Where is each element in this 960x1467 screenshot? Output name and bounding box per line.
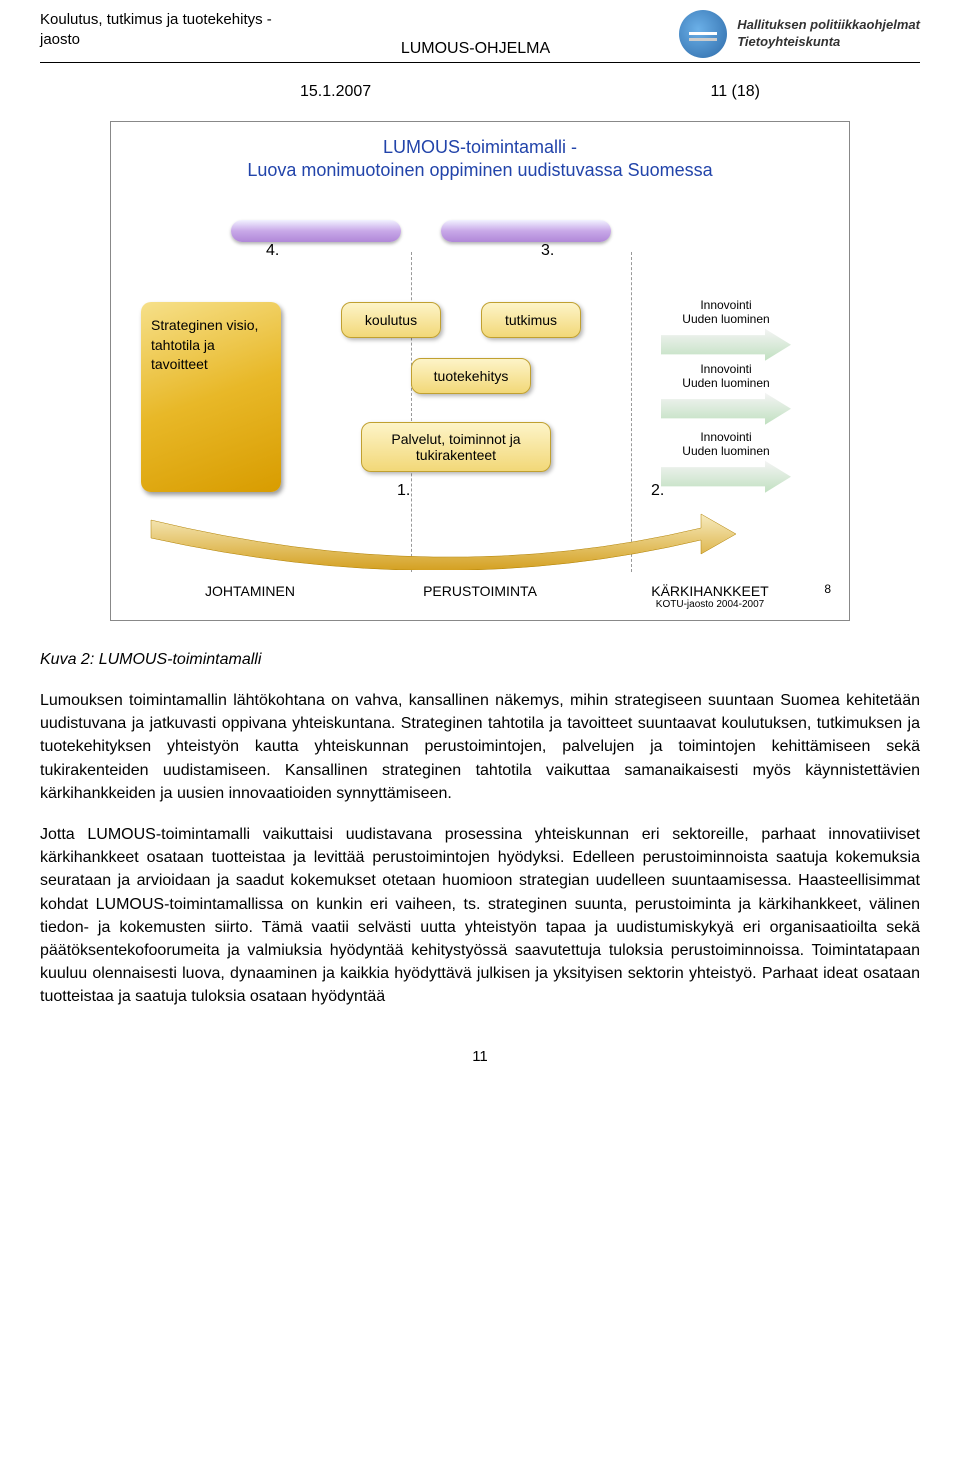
footer-karki-label: KÄRKIHANKKEET (651, 583, 768, 599)
box-tuotekehitys: tuotekehitys (411, 358, 531, 394)
logo-icon (679, 10, 727, 58)
page-footer-number: 11 (40, 1048, 920, 1065)
arrow-1-caption: Innovointi Uuden luominen (682, 298, 769, 327)
date-page-row: 15.1.2007 11 (18) (300, 83, 760, 101)
header-right: Hallituksen politiikkaohjelmat Tietoyhte… (679, 10, 920, 58)
arrow-1: Innovointi Uuden luominen (661, 298, 791, 361)
page-indicator: 11 (18) (710, 83, 760, 101)
paragraph-1: Lumouksen toimintamallin lähtökohtana on… (40, 689, 920, 805)
document-date: 15.1.2007 (300, 83, 371, 101)
footer-johtaminen: JOHTAMINEN (135, 583, 365, 610)
arrow-2-caption-l2: Uuden luominen (682, 376, 769, 390)
arrow-3-caption: Innovointi Uuden luominen (682, 430, 769, 459)
logo-text: Hallituksen politiikkaohjelmat Tietoyhte… (737, 17, 920, 51)
strategic-box: Strateginen visio, tahtotila ja tavoitte… (141, 302, 281, 492)
header-left-line2: jaosto (40, 31, 80, 48)
logo-line2: Tietoyhteiskunta (737, 34, 840, 49)
label-1: 1. (397, 482, 410, 500)
swoosh-arrow (141, 510, 741, 570)
box-tutkimus: tutkimus (481, 302, 581, 338)
arrow-3-shape (661, 461, 791, 493)
arrow-1-caption-l1: Innovointi (700, 298, 751, 312)
arrow-3-caption-l1: Innovointi (700, 430, 751, 444)
logo-line1: Hallituksen politiikkaohjelmat (737, 17, 920, 32)
footer-karki: KÄRKIHANKKEET KOTU-jaosto 2004-2007 (595, 583, 825, 610)
diagram-title: LUMOUS-toimintamalli - Luova monimuotoin… (111, 122, 849, 187)
figure-caption: Kuva 2: LUMOUS-toimintamalli (40, 651, 920, 669)
arrow-1-caption-l2: Uuden luominen (682, 312, 769, 326)
lumous-diagram: LUMOUS-toimintamalli - Luova monimuotoin… (110, 121, 850, 621)
page-header: Koulutus, tutkimus ja tuotekehitys - jao… (40, 10, 920, 63)
diagram-footer: JOHTAMINEN PERUSTOIMINTA KÄRKIHANKKEET K… (111, 583, 849, 610)
diagram-page-num: 8 (824, 582, 831, 596)
label-3: 3. (541, 242, 554, 260)
label-4: 4. (266, 242, 279, 260)
header-center: LUMOUS-OHJELMA (401, 40, 550, 58)
arrow-2-shape (661, 393, 791, 425)
box-palvelut: Palvelut, toiminnot ja tukirakenteet (361, 422, 551, 472)
header-left-line1: Koulutus, tutkimus ja tuotekehitys - (40, 11, 272, 28)
footer-karki-sub: KOTU-jaosto 2004-2007 (595, 599, 825, 610)
box-koulutus: koulutus (341, 302, 441, 338)
footer-perustoiminta: PERUSTOIMINTA (365, 583, 595, 610)
arrow-2-caption: Innovointi Uuden luominen (682, 362, 769, 391)
arrow-3-caption-l2: Uuden luominen (682, 444, 769, 458)
arrow-3: Innovointi Uuden luominen (661, 430, 791, 493)
arrow-2: Innovointi Uuden luominen (661, 362, 791, 425)
diagram-title-line1: LUMOUS-toimintamalli - (383, 137, 577, 157)
arrow-1-shape (661, 329, 791, 361)
diagram-title-line2: Luova monimuotoinen oppiminen uudistuvas… (247, 160, 712, 180)
arrow-2-caption-l1: Innovointi (700, 362, 751, 376)
pill-right (441, 220, 611, 242)
paragraph-2: Jotta LUMOUS-toimintamalli vaikuttaisi u… (40, 823, 920, 1009)
header-left: Koulutus, tutkimus ja tuotekehitys - jao… (40, 10, 272, 49)
pill-left (231, 220, 401, 242)
